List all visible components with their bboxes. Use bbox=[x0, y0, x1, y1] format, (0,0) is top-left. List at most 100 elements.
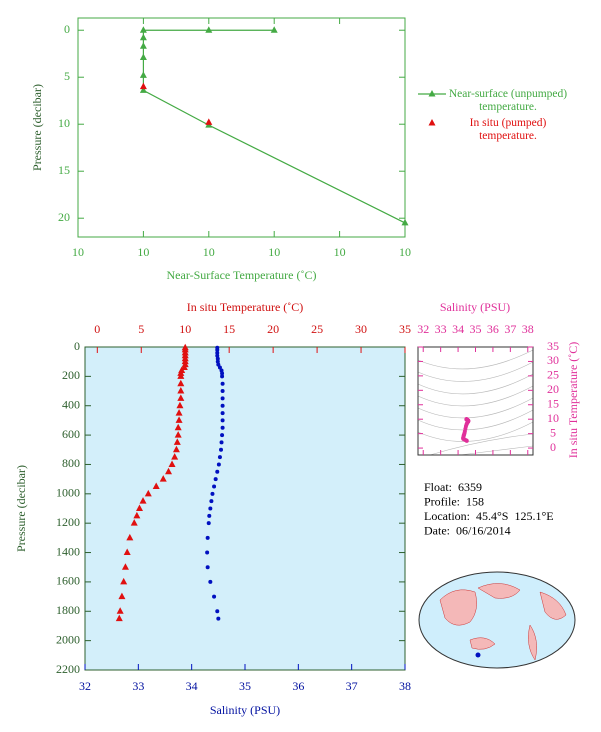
x2-tick-label: 20 bbox=[267, 322, 279, 336]
y-tick-label: 1400 bbox=[56, 544, 80, 558]
point bbox=[209, 499, 214, 504]
x2-tick-label: 25 bbox=[311, 322, 323, 336]
point bbox=[175, 409, 183, 416]
point bbox=[123, 548, 131, 556]
y-tick-label: 600 bbox=[62, 427, 80, 441]
x2-tick-label: 30 bbox=[355, 322, 367, 336]
point bbox=[216, 616, 221, 621]
point bbox=[401, 218, 409, 226]
point bbox=[177, 394, 185, 401]
point bbox=[173, 438, 181, 445]
legend-label: Near-surface (unpumped) temperature. bbox=[448, 88, 568, 113]
point bbox=[220, 418, 225, 423]
point bbox=[215, 609, 220, 614]
legend-marker bbox=[428, 90, 436, 97]
x2-tick-label: 15 bbox=[223, 322, 235, 336]
x2-tick-label: 10 bbox=[179, 322, 191, 336]
point bbox=[168, 460, 176, 467]
point bbox=[139, 86, 147, 93]
point bbox=[208, 506, 213, 511]
point bbox=[171, 453, 179, 460]
y-tick-label: 1600 bbox=[56, 574, 80, 588]
plot-frame bbox=[77, 17, 406, 238]
x-tick-label: 10 bbox=[72, 245, 84, 259]
point bbox=[220, 389, 225, 394]
point bbox=[159, 475, 167, 482]
point bbox=[121, 563, 129, 570]
y-tick-label: 400 bbox=[62, 397, 80, 411]
world-map bbox=[418, 571, 576, 669]
point bbox=[206, 521, 211, 526]
y-tick-label: 0 bbox=[550, 440, 556, 454]
x-axis-label: Near-Surface Temperature (˚C) bbox=[167, 268, 317, 282]
x-tick-label: 37 bbox=[346, 679, 358, 693]
x-tick-label: 35 bbox=[470, 322, 482, 336]
y-tick-label: 1000 bbox=[56, 486, 80, 500]
x-tick-label: 38 bbox=[522, 322, 534, 336]
x-tick-label: 32 bbox=[79, 679, 91, 693]
x-tick-label: 36 bbox=[292, 679, 304, 693]
y-tick-label: 200 bbox=[62, 368, 80, 382]
point bbox=[174, 423, 182, 431]
point bbox=[118, 592, 126, 600]
y-tick-label: 25 bbox=[547, 368, 559, 382]
x-tick-label: 33 bbox=[435, 322, 447, 336]
point bbox=[136, 504, 144, 511]
x-tick-label: 38 bbox=[399, 679, 411, 693]
x-tick-label: 35 bbox=[239, 679, 251, 693]
point bbox=[130, 519, 138, 526]
x-tick-label: 34 bbox=[452, 322, 464, 336]
y-tick-label: 5 bbox=[64, 69, 70, 83]
x-tick-label: 37 bbox=[504, 322, 516, 336]
point bbox=[219, 440, 224, 445]
ts-title: Salinity (PSU) bbox=[440, 300, 510, 314]
point bbox=[115, 614, 123, 622]
point bbox=[205, 550, 210, 555]
point bbox=[215, 356, 220, 361]
point bbox=[220, 381, 225, 386]
point bbox=[217, 455, 222, 460]
point bbox=[133, 511, 141, 519]
ts-y-label: In situ Temperature (˚C) bbox=[566, 342, 580, 459]
point bbox=[126, 533, 134, 541]
point bbox=[215, 350, 220, 355]
point bbox=[205, 535, 210, 540]
ts-frame bbox=[417, 346, 534, 456]
point bbox=[220, 411, 225, 416]
x-tick-label: 33 bbox=[132, 679, 144, 693]
y-tick-label: 10 bbox=[547, 411, 559, 425]
point bbox=[139, 53, 147, 60]
point bbox=[215, 469, 220, 474]
y-tick-label: 0 bbox=[74, 339, 80, 353]
x-tick-label: 34 bbox=[186, 679, 198, 693]
point bbox=[139, 42, 147, 49]
point bbox=[212, 484, 217, 489]
point bbox=[139, 33, 147, 41]
point bbox=[172, 445, 180, 453]
point bbox=[220, 425, 225, 430]
x-axis-label: Salinity (PSU) bbox=[210, 703, 280, 717]
y-tick-label: 1200 bbox=[56, 515, 80, 529]
x-tick-label: 10 bbox=[399, 245, 411, 259]
point bbox=[208, 579, 213, 584]
y-axis-label: Pressure (decibar) bbox=[14, 465, 28, 552]
y-tick-label: 2200 bbox=[56, 662, 80, 676]
y-tick-label: 15 bbox=[547, 397, 559, 411]
y-tick-label: 35 bbox=[547, 339, 559, 353]
point bbox=[177, 387, 185, 394]
point bbox=[205, 118, 213, 125]
point bbox=[217, 365, 222, 370]
x-tick-label: 10 bbox=[268, 245, 280, 259]
y-tick-label: 1800 bbox=[56, 603, 80, 617]
x2-tick-label: 35 bbox=[399, 322, 411, 336]
plot-background bbox=[84, 346, 406, 671]
point bbox=[174, 431, 182, 438]
x-tick-label: 32 bbox=[417, 322, 429, 336]
point bbox=[139, 71, 147, 78]
point bbox=[175, 416, 183, 423]
density-contours bbox=[417, 349, 534, 456]
point bbox=[216, 462, 221, 467]
y-tick-label: 800 bbox=[62, 456, 80, 470]
y-tick-label: 5 bbox=[550, 425, 556, 439]
point bbox=[207, 513, 212, 518]
